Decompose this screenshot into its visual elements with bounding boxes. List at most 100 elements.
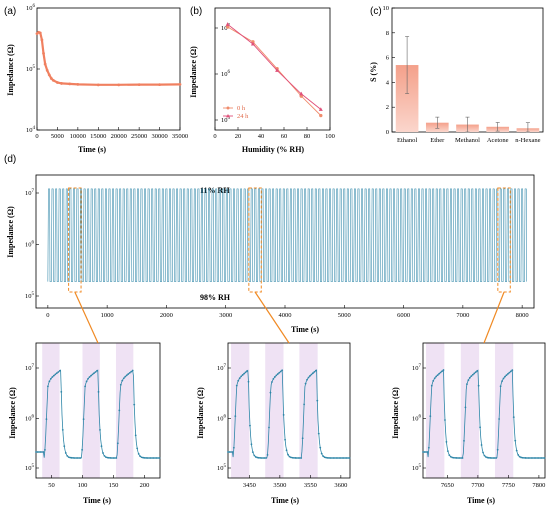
zoom-response-point	[303, 403, 306, 406]
zoom-response-point	[42, 451, 45, 453]
zoom-response-point	[451, 456, 454, 459]
zoom-response-point	[292, 456, 295, 459]
zoom-ytick-label: 105	[217, 464, 227, 472]
zoom-response-point	[284, 438, 286, 441]
zoom-response-point	[151, 457, 153, 459]
zoom-response-point	[105, 456, 107, 458]
panel-c-category-label: Methanol	[455, 137, 480, 144]
zoom-response-point	[345, 457, 348, 459]
zoom-response-point	[281, 369, 284, 372]
panel-b-point	[275, 68, 280, 72]
panel-d-cycling-line	[47, 188, 527, 282]
zoom-response-point	[526, 457, 528, 459]
zoom-response-point	[246, 370, 248, 372]
panel-a-point	[38, 31, 42, 35]
zoom-response-point	[444, 419, 446, 421]
zoom-response-point	[464, 406, 467, 409]
zoom-response-point	[348, 457, 351, 459]
zoom-response-point	[300, 457, 303, 459]
panel-d-zoom-box	[68, 187, 82, 293]
panel-d-xlabel: Time (s)	[291, 325, 319, 334]
panel-d-xtick-label: 0	[46, 312, 49, 319]
zoom-response-point	[79, 457, 82, 459]
zoom-ytick-label: 106	[217, 415, 227, 423]
zoom-response-point	[152, 457, 155, 459]
zoom-response-point	[470, 375, 473, 378]
zoom-response-point	[294, 457, 297, 459]
panel-b-series-line	[227, 24, 322, 110]
zoom-response-point	[287, 453, 289, 456]
zoom-response-point	[55, 372, 58, 375]
zoom-response-point	[76, 457, 79, 459]
zoom-response-point	[234, 415, 237, 418]
zoom-response-point	[439, 371, 442, 374]
zoom-response-point	[496, 448, 499, 451]
zoom-response-point	[482, 451, 484, 454]
zoom-response-point	[247, 380, 250, 383]
zoom-response-point	[493, 457, 496, 459]
zoom-ytick-label: 106	[412, 415, 422, 423]
zoom-response-point	[69, 456, 72, 459]
zoom-response-point	[483, 454, 486, 457]
zoom-response-point	[139, 455, 142, 458]
zoom-response-point	[487, 456, 490, 459]
zoom-response-point	[36, 451, 39, 453]
zoom-ytick-label: 105	[25, 464, 35, 472]
panel-a-xtick-label: 30000	[151, 133, 167, 140]
zoom-response-point	[347, 457, 349, 459]
zoom-response-point	[240, 375, 243, 378]
zoom-response-point	[333, 457, 336, 459]
annotation-11rh: 11% RH	[200, 186, 230, 195]
zoom-response-point	[309, 374, 311, 377]
zoom-response-point	[41, 451, 43, 453]
zoom-response-point	[539, 457, 542, 459]
zoom-response-point	[52, 374, 55, 377]
zoom-response-point	[133, 403, 136, 406]
zoom-response-point	[244, 371, 247, 374]
panel-b-ytick-label: 106	[221, 70, 231, 78]
zoom-ytick-label: 105	[412, 464, 422, 472]
zoom-response-point	[140, 456, 143, 459]
zoom-response-point	[119, 383, 122, 386]
zoom-response-point	[60, 390, 63, 393]
zoom-response-point	[64, 452, 67, 454]
panel-a-xtick-label: 35000	[172, 133, 188, 140]
panel-c-ytick-label: 2	[386, 104, 389, 111]
panel-c-ytick-label: 8	[386, 30, 389, 37]
zoom-response-point	[91, 373, 94, 376]
zoom-response-point	[455, 457, 458, 459]
zoom-response-point	[477, 384, 480, 387]
zoom-response-point	[44, 448, 46, 451]
zoom-response-point	[441, 370, 443, 373]
panel-c-category-label: n-Hexane	[515, 137, 540, 144]
zoom-response-point	[429, 415, 432, 418]
zoom-response-point	[295, 457, 298, 459]
zoom-response-point	[312, 372, 314, 375]
panel-a-point	[51, 79, 55, 82]
panel-c-category-label: Ethanol	[397, 137, 417, 144]
zoom-xtick-label: 200	[140, 482, 150, 489]
zoom-connector-line	[74, 291, 99, 344]
zoom-response-point	[514, 439, 517, 442]
zoom-response-point	[543, 457, 546, 459]
zoom-response-point	[534, 457, 537, 459]
zoom-response-point	[90, 374, 92, 377]
panel-b-point	[318, 107, 323, 111]
zoom-response-point	[87, 377, 89, 380]
panel-b: (b) Humidity (% RH) Impedance (Ω) 0 20 40 6…	[189, 6, 335, 154]
zoom-response-point	[427, 446, 430, 449]
panel-a: (a) Time (s) Impedance (Ω) 0 5000 10000 150…	[4, 4, 188, 154]
zoom-response-point	[278, 371, 281, 374]
zoom-response-point	[121, 379, 124, 382]
zoom-response-point	[66, 454, 69, 457]
zoom-response-point	[426, 451, 429, 453]
zoom-response-point	[137, 453, 140, 455]
zoom-response-point	[301, 437, 304, 440]
panel-c: (c) S (%) 0 2 4 6 8 10 Ethanol Ether Methanol Ace…	[369, 5, 544, 144]
zoom-1-xlabel: Time (s)	[83, 496, 111, 505]
zoom-response-point	[536, 457, 539, 459]
zoom-response-point	[158, 457, 161, 459]
zoom-response-point	[445, 440, 448, 443]
zoom-response-point	[435, 375, 438, 378]
zoom-response-point	[331, 457, 333, 459]
